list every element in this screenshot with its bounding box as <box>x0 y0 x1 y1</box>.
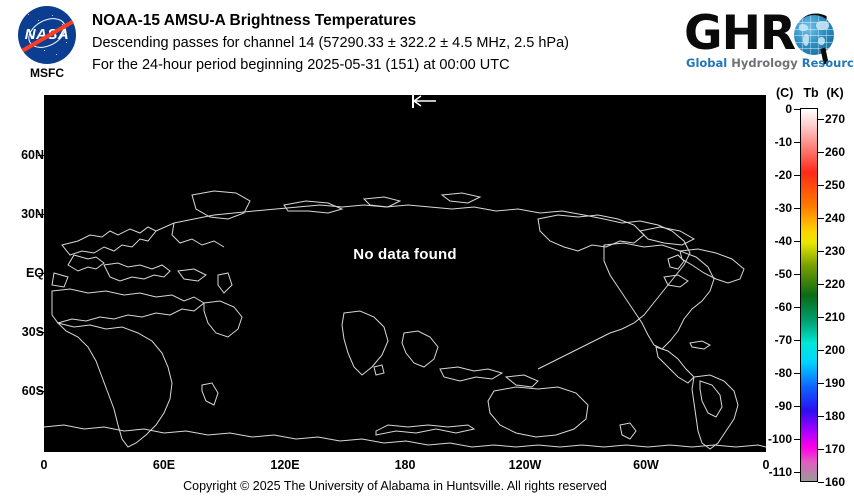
cb-tick-k-210 <box>818 317 824 318</box>
cb-label-k-250: 250 <box>825 178 846 192</box>
lat-label-EQ: EQ <box>25 266 44 280</box>
cb-tick-c-m70 <box>794 340 800 341</box>
cb-tick-c-m30 <box>794 208 800 209</box>
colorbar: (C) Tb (K) 0 -10 -20 -30 -40 -50 -60 -70 -… <box>768 86 854 489</box>
cb-label-k-230: 230 <box>825 244 846 258</box>
cb-tick-c-m110 <box>794 472 800 473</box>
cb-tick-c-m100 <box>794 439 800 440</box>
page-title: NOAA-15 AMSU-A Brightness Temperatures <box>92 12 417 29</box>
nasa-msfc-logo: NASA MSFC <box>8 6 86 82</box>
colorbar-gradient <box>800 108 818 482</box>
cb-tick-k-160 <box>818 482 824 483</box>
ghrc-tagline-word-2: Hydrology <box>731 56 802 70</box>
cb-tick-k-220 <box>818 284 824 285</box>
lon-label-360: 0 <box>762 458 770 472</box>
cb-label-c-m60: -60 <box>774 300 792 314</box>
lon-label-60W: 60W <box>633 458 659 472</box>
lat-label-60S: 60S <box>21 384 44 398</box>
no-data-message: No data found <box>353 246 457 263</box>
lat-tick-60N <box>38 155 44 156</box>
lat-tick-30N <box>38 214 44 215</box>
lat-label-60N: 60N <box>21 148 44 162</box>
cb-tick-k-250 <box>818 185 824 186</box>
lon-label-0: 0 <box>40 458 48 472</box>
cb-label-c-m50: -50 <box>774 267 792 281</box>
colorbar-variable-label: Tb <box>803 86 819 100</box>
cb-label-k-180: 180 <box>825 409 846 423</box>
lat-tick-EQ <box>38 273 44 274</box>
cb-tick-k-270 <box>818 119 824 120</box>
colorbar-unit-kelvin: (K) <box>826 86 844 100</box>
cb-label-c-m90: -90 <box>774 399 792 413</box>
lat-tick-30S <box>38 332 44 333</box>
cb-tick-k-200 <box>818 350 824 351</box>
lon-label-120E: 120E <box>270 458 300 472</box>
cb-label-k-210: 210 <box>825 310 846 324</box>
cb-label-c-m20: -20 <box>774 168 792 182</box>
cb-label-c-m100: -100 <box>767 432 792 446</box>
cb-label-k-260: 260 <box>825 145 846 159</box>
cb-tick-k-230 <box>818 251 824 252</box>
lat-label-30S: 30S <box>21 325 44 339</box>
nasa-center-label: MSFC <box>30 66 64 80</box>
cb-tick-c-m50 <box>794 274 800 275</box>
cb-tick-c-m90 <box>794 406 800 407</box>
ghrc-tagline-word-1: Global <box>686 56 732 70</box>
coastline-overlay <box>44 95 766 452</box>
ghrc-globe-icon <box>794 15 834 55</box>
cb-label-c-m110: -110 <box>768 465 792 479</box>
copyright-notice: Copyright © 2025 The University of Alaba… <box>183 479 607 493</box>
cb-label-c-m70: -70 <box>774 333 792 347</box>
cb-tick-k-240 <box>818 218 824 219</box>
cb-tick-c-m80 <box>794 373 800 374</box>
cb-tick-c-m20 <box>794 175 800 176</box>
descending-pass-arrow-icon <box>412 95 436 108</box>
lon-label-60E: 60E <box>152 458 176 472</box>
cb-label-k-220: 220 <box>825 277 846 291</box>
lon-label-180: 180 <box>394 458 416 472</box>
cb-tick-k-260 <box>818 152 824 153</box>
cb-label-c-m80: -80 <box>774 366 792 380</box>
cb-tick-k-180 <box>818 416 824 417</box>
ghrc-logo: GHRC Global Hydrology Resource Center <box>684 6 854 74</box>
cb-tick-c-m60 <box>794 307 800 308</box>
cb-tick-c-m10 <box>794 142 800 143</box>
cb-tick-c-m40 <box>794 241 800 242</box>
lat-tick-60S <box>38 391 44 392</box>
cb-label-k-170: 170 <box>825 442 846 456</box>
cb-label-c-m10: -10 <box>774 135 792 149</box>
lon-label-120W: 120W <box>508 458 542 472</box>
nasa-meatball-icon: NASA <box>18 6 76 64</box>
cb-label-k-190: 190 <box>825 376 846 390</box>
cb-tick-k-190 <box>818 383 824 384</box>
subtitle-period: For the 24-hour period beginning 2025-05… <box>92 57 510 73</box>
cb-label-k-200: 200 <box>825 343 846 357</box>
map-plot-area[interactable]: No data found <box>44 95 766 452</box>
latitude-axis: 60N 30N EQ 30S 60S <box>0 95 44 452</box>
subtitle-channel: Descending passes for channel 14 (57290.… <box>92 35 569 51</box>
cb-label-c-m40: -40 <box>774 234 792 248</box>
header-title-block: NOAA-15 AMSU-A Brightness Temperatures D… <box>92 10 692 76</box>
ghrc-tagline: Global Hydrology Resource Center <box>686 56 854 70</box>
ghrc-tagline-word-3: Resource <box>801 56 854 70</box>
cb-tick-k-170 <box>818 449 824 450</box>
cb-label-k-240: 240 <box>825 211 846 225</box>
cb-tick-c-0 <box>794 109 800 110</box>
colorbar-unit-celsius: (C) <box>776 86 794 100</box>
cb-label-c-0: 0 <box>785 102 792 116</box>
lat-label-30N: 30N <box>21 207 44 221</box>
cb-label-c-m30: -30 <box>774 201 792 215</box>
longitude-axis: 0 60E 120E 180 120W 60W 0 <box>41 452 770 478</box>
colorbar-header: (C) Tb (K) <box>776 86 854 100</box>
cb-label-k-160: 160 <box>825 475 846 489</box>
cb-label-k-270: 270 <box>825 112 846 126</box>
